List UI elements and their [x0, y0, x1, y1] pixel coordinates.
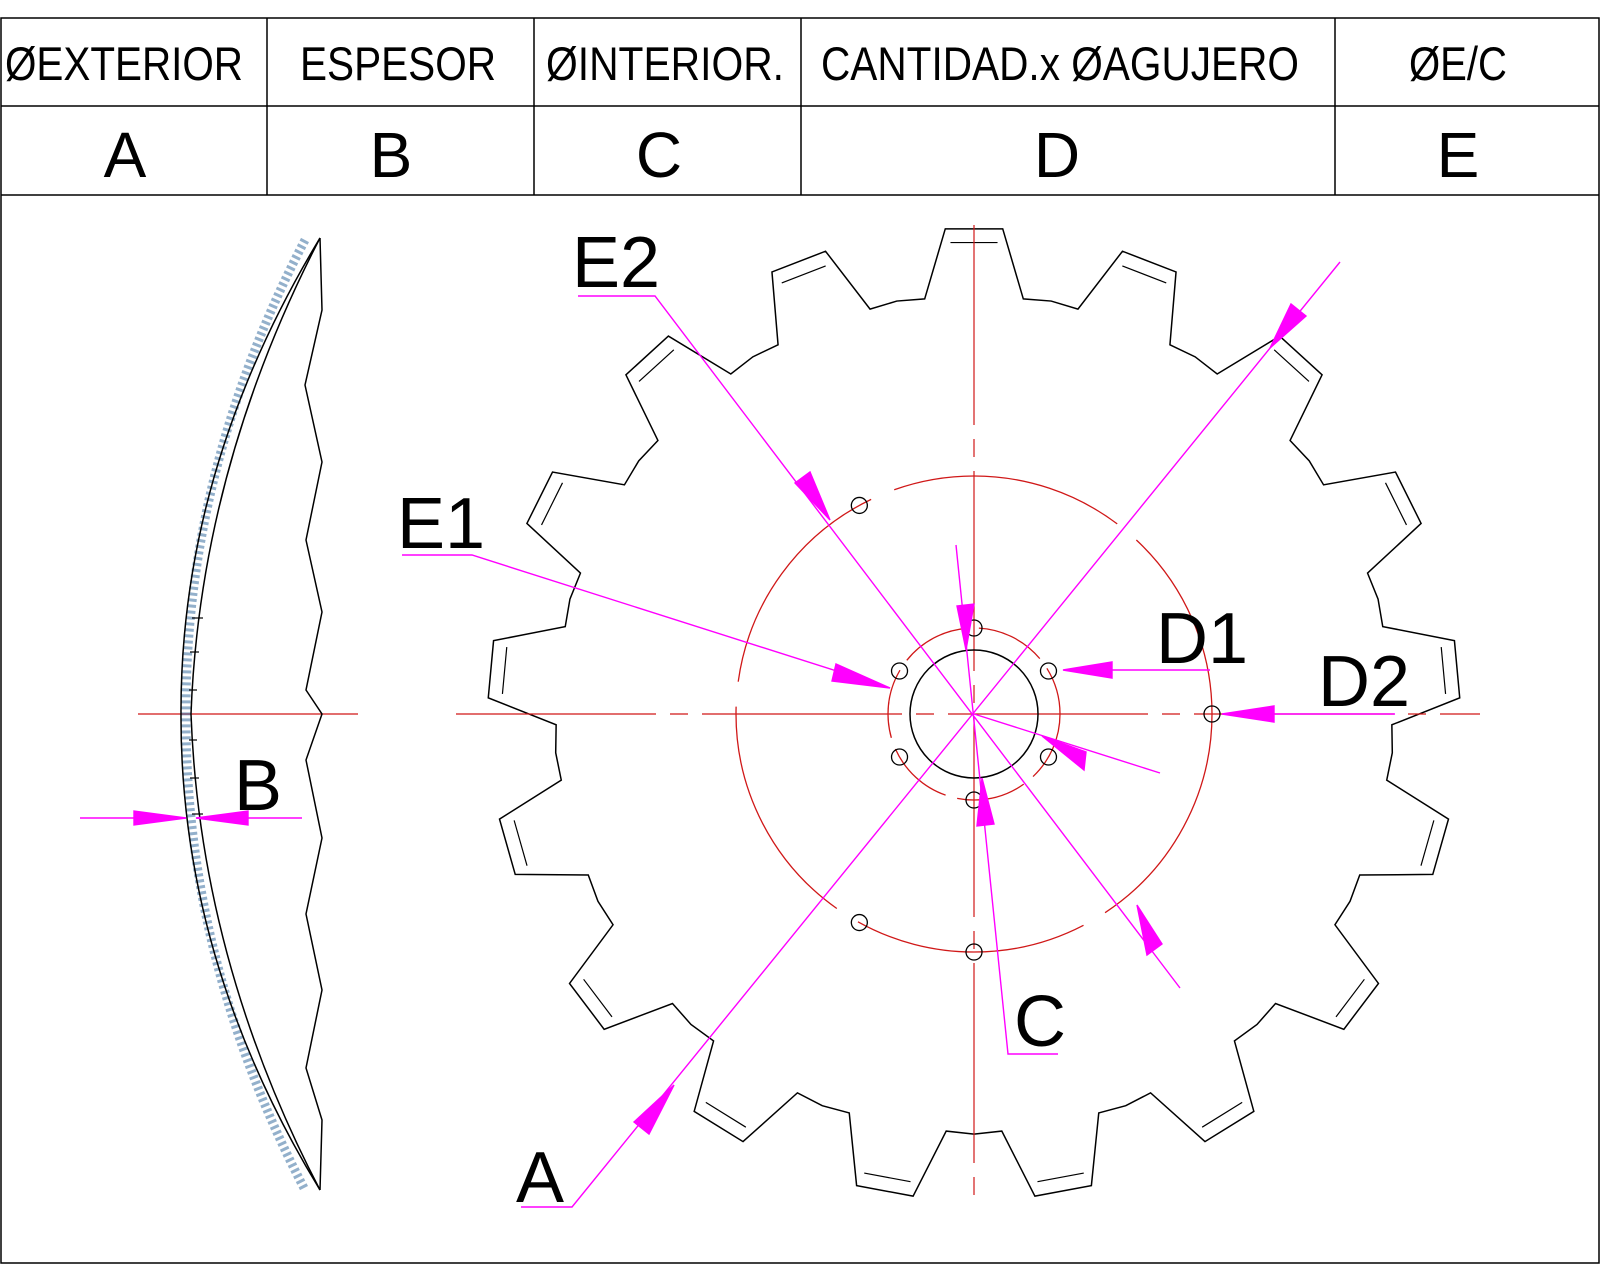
leader-d1-arrow [1062, 661, 1113, 679]
label-e1: E1 [397, 484, 485, 564]
side-view-slot-marks [189, 617, 203, 815]
label-a: A [516, 1138, 564, 1218]
leader-e2 [578, 295, 1181, 989]
label-d2: D2 [1318, 642, 1410, 722]
disc-outline [487, 228, 1461, 1198]
header-hole-quantity-diameter: CANTIDAD.x ØAGUJERO [821, 37, 1299, 90]
code-b: B [370, 119, 413, 191]
leader-a-arrow-low [632, 1084, 675, 1136]
leader-c-arrow-top [956, 603, 975, 651]
header-thickness: ESPESOR [300, 37, 496, 90]
dimension-leaders [402, 261, 1395, 1208]
outer-bolt-hole [965, 943, 983, 961]
bolt-circle-inner [887, 627, 1061, 801]
outer-bolt-hole [850, 913, 868, 932]
label-e2: E2 [572, 223, 660, 303]
inner-bolt-hole [1039, 748, 1058, 766]
leader-c-arrow-bottom [976, 777, 995, 827]
leader-e1 [402, 554, 891, 689]
center-bore [909, 649, 1039, 779]
thickness-arrow-right [195, 810, 249, 826]
dimension-table [0, 17, 1600, 1264]
code-d: D [1034, 119, 1080, 191]
outer-bolt-hole [1203, 705, 1221, 723]
leader-e2-arrow-a [793, 470, 831, 521]
leader-e1-arrow-return [1041, 735, 1087, 772]
side-view-hatch [181, 237, 309, 1193]
code-a: A [104, 119, 147, 191]
leader-e2-arrow-b [1136, 904, 1163, 957]
header-interior-diameter: ØINTERIOR. [546, 37, 784, 90]
leader-a-arrow-high [1269, 302, 1308, 349]
leader-a [521, 261, 1341, 1208]
outer-bolt-hole [850, 496, 868, 515]
header-hole-circle-diameter: ØE/C [1409, 37, 1507, 90]
side-view-convex-edge [180, 237, 321, 1191]
header-exterior-diameter: ØEXTERIOR [5, 37, 243, 90]
inner-bolt-hole [890, 662, 909, 680]
side-view-toothed-edge [304, 237, 323, 1191]
leader-c [955, 544, 1058, 1055]
code-e: E [1437, 119, 1480, 191]
disc-side-view [138, 237, 358, 1193]
label-d1: D1 [1156, 599, 1248, 679]
bolt-circle-outer [735, 475, 1213, 953]
leader-e1-arrow [831, 663, 891, 689]
label-c: C [1014, 982, 1066, 1062]
inner-bolt-hole [890, 748, 909, 766]
thickness-dimension [80, 810, 302, 826]
side-view-concave-edge [190, 237, 321, 1191]
leader-d2-arrow [1221, 705, 1275, 723]
thickness-arrow-left [133, 810, 187, 826]
disc-front-view [456, 225, 1480, 1205]
label-b: B [234, 746, 282, 826]
inner-bolt-hole [1039, 662, 1058, 680]
code-c: C [636, 119, 682, 191]
mounting-holes [850, 496, 1221, 961]
